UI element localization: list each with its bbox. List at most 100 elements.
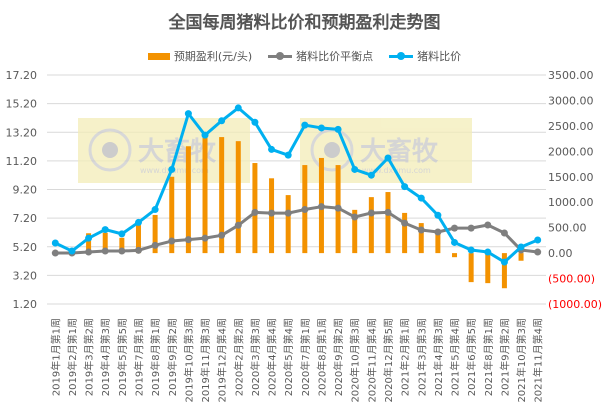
- x-tick-label: 2021年5月第4周: [449, 318, 462, 396]
- x-tick-label: 2021年2月第1周: [399, 318, 412, 396]
- point-ratio: [134, 218, 142, 226]
- x-tick-label: 2020年7月第1周: [299, 318, 312, 396]
- point-breakeven: [251, 208, 259, 216]
- x-tick-label: 2019年11月第3周: [199, 318, 212, 403]
- x-tick-label: 2021年9月第2周: [498, 318, 511, 396]
- point-ratio: [251, 118, 259, 126]
- legend-item-breakeven: 猪料比价平衡点: [268, 48, 373, 64]
- point-ratio: [434, 211, 442, 219]
- point-breakeven: [451, 224, 459, 232]
- point-ratio: [68, 247, 76, 255]
- bar-profit: [435, 233, 441, 254]
- x-tick-label: 2021年10月第3周: [515, 318, 528, 403]
- x-tick-label: 2019年5月第5周: [116, 318, 129, 396]
- point-breakeven: [384, 208, 392, 216]
- right-tick-label: 0.00: [548, 247, 573, 260]
- bar-profit: [169, 176, 175, 254]
- watermark-eye-icon: [88, 128, 132, 172]
- right-tick-label: (1000.00): [548, 298, 602, 311]
- point-breakeven: [401, 219, 409, 227]
- point-breakeven: [317, 203, 325, 211]
- legend-swatch: [147, 52, 170, 60]
- left-tick-label: 11.20: [6, 155, 38, 168]
- point-breakeven: [367, 209, 375, 217]
- point-ratio: [118, 230, 126, 238]
- left-tick-label: 3.20: [13, 269, 38, 282]
- x-tick-label: 2020年8月第1周: [315, 318, 328, 396]
- point-breakeven: [134, 246, 142, 254]
- point-breakeven: [201, 234, 209, 242]
- right-tick-label: 500.00: [548, 222, 587, 235]
- point-breakeven: [234, 221, 242, 229]
- legend-label: 预期盈利(元/头): [173, 50, 253, 63]
- bar-profit: [135, 225, 141, 254]
- point-ratio: [467, 246, 475, 254]
- x-tick-label: 2020年5月第4周: [282, 318, 295, 396]
- x-tick-label: 2020年11月第4周: [365, 318, 378, 403]
- right-tick-label: (500.00): [548, 273, 595, 286]
- bar-profit: [152, 214, 158, 254]
- x-tick-label: 2020年2月第2周: [232, 318, 245, 396]
- point-ratio: [101, 226, 109, 234]
- point-breakeven: [467, 224, 475, 232]
- right-tick-label: 2000.00: [548, 145, 594, 158]
- bar-profit: [219, 137, 225, 254]
- point-ratio: [517, 243, 525, 251]
- x-tick-label: 2020年12月第5周: [382, 318, 395, 403]
- point-ratio: [284, 151, 292, 159]
- point-ratio: [234, 104, 242, 112]
- right-tick-label: 1000.00: [548, 196, 594, 209]
- bar-profit: [185, 146, 191, 254]
- legend-swatch: [389, 51, 414, 60]
- left-tick-label: 9.20: [13, 184, 38, 197]
- point-breakeven: [168, 237, 176, 245]
- point-ratio: [367, 171, 375, 179]
- point-ratio: [500, 258, 508, 266]
- point-ratio: [51, 239, 59, 247]
- left-tick-label: 5.20: [13, 241, 38, 254]
- right-tick-label: 3500.00: [548, 69, 594, 82]
- point-ratio: [168, 165, 176, 173]
- point-ratio: [317, 124, 325, 132]
- bar-profit: [119, 237, 125, 254]
- x-tick-label: 2021年11月第4周: [532, 318, 545, 403]
- bar-profit: [285, 195, 291, 254]
- x-tick-label: 2020年10月第3周: [349, 318, 362, 403]
- legend-swatch: [268, 51, 293, 60]
- x-tick-label: 2019年9月第2周: [166, 318, 179, 396]
- point-breakeven: [484, 221, 492, 229]
- bar-profit: [485, 253, 491, 284]
- x-tick-label: 2021年4月第3周: [432, 318, 445, 396]
- point-breakeven: [301, 206, 309, 214]
- x-tick-label: 2020年4月第4周: [266, 318, 279, 396]
- bar-profit: [202, 137, 208, 254]
- point-breakeven: [151, 241, 159, 249]
- legend-label: 猪料比价: [417, 50, 462, 63]
- point-ratio: [301, 121, 309, 129]
- bar-profit: [86, 233, 92, 254]
- left-tick-label: 13.20: [6, 126, 38, 139]
- point-ratio: [451, 238, 459, 246]
- bar-profit: [402, 212, 408, 254]
- bar-profit: [468, 253, 474, 283]
- x-tick-label: 2019年7月第1周: [132, 318, 145, 396]
- x-tick-label: 2020年3月第3周: [249, 318, 262, 396]
- point-breakeven: [184, 236, 192, 244]
- left-tick-label: 7.20: [13, 212, 38, 225]
- point-ratio: [334, 125, 342, 133]
- bar-profit: [385, 192, 391, 254]
- point-ratio: [484, 248, 492, 256]
- point-ratio: [218, 117, 226, 125]
- left-tick-label: 1.20: [13, 298, 38, 311]
- point-breakeven: [51, 249, 59, 257]
- bar-profit: [452, 253, 458, 258]
- legend-item-profit: 预期盈利(元/头): [147, 48, 253, 64]
- point-breakeven: [534, 248, 542, 256]
- x-tick-label: 2021年6月第5周: [465, 318, 478, 396]
- point-breakeven: [351, 213, 359, 221]
- point-breakeven: [85, 248, 93, 256]
- point-ratio: [201, 131, 209, 139]
- point-ratio: [268, 145, 276, 153]
- point-ratio: [151, 206, 159, 214]
